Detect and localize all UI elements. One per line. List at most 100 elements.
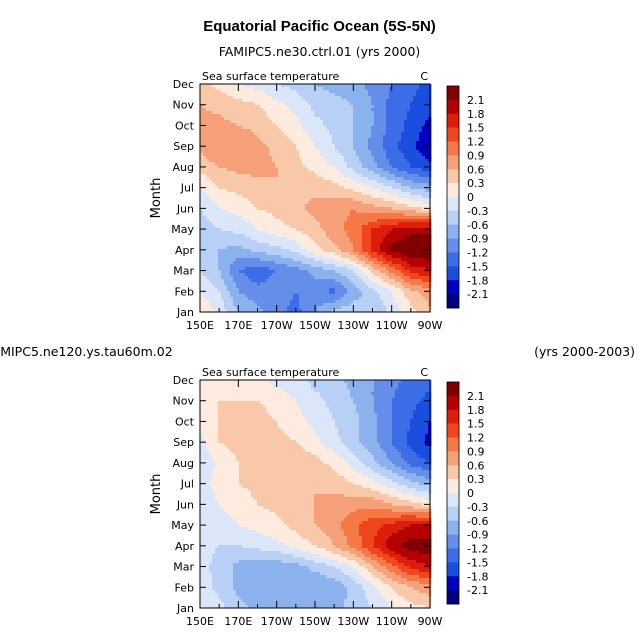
y-tick-label: Jul bbox=[180, 182, 194, 195]
y-tick-label: Aug bbox=[173, 457, 194, 470]
panel-label: Sea surface temperature bbox=[202, 70, 340, 83]
colorbar-swatch bbox=[447, 534, 459, 549]
colorbar-label: -1.2 bbox=[467, 247, 488, 260]
colorbar-label: -2.1 bbox=[467, 288, 488, 301]
sst-panel-2: Sea surface temperature C Jan Feb Mar Apr May J… bbox=[149, 366, 488, 628]
y-tick-label: Mar bbox=[173, 265, 194, 278]
y-tick-label: Jan bbox=[176, 602, 194, 615]
y-tick-label: Mar bbox=[173, 561, 194, 574]
colorbar-swatch bbox=[447, 280, 459, 295]
bottom-panel-case-name: \MIPC5.ne120.ys.tau60m.02 bbox=[0, 344, 173, 359]
y-tick-label: May bbox=[171, 519, 194, 532]
y-tick-label: Sep bbox=[173, 436, 194, 449]
colorbar-label: 0 bbox=[467, 191, 474, 204]
colorbar-label: 1.5 bbox=[467, 122, 485, 135]
colorbar-label: 1.5 bbox=[467, 418, 485, 431]
y-tick-label: Sep bbox=[173, 140, 194, 153]
colorbar-swatch bbox=[447, 576, 459, 591]
y-tick-label: Feb bbox=[175, 581, 194, 594]
x-tick-label: 150W bbox=[299, 615, 331, 628]
colorbar-label: -2.1 bbox=[467, 584, 488, 597]
colorbar-label: -0.9 bbox=[467, 233, 488, 246]
colorbar-label: -0.3 bbox=[467, 205, 488, 218]
x-tick-label: 150E bbox=[186, 319, 214, 332]
x-tick-label: 90W bbox=[418, 319, 443, 332]
x-tick-label: 150E bbox=[186, 615, 214, 628]
colorbar-swatch bbox=[447, 266, 459, 281]
colorbar-label: -0.6 bbox=[467, 219, 488, 232]
colorbar-swatch bbox=[447, 127, 459, 142]
x-tick-label: 110W bbox=[376, 319, 408, 332]
colorbar-label: -0.3 bbox=[467, 501, 488, 514]
y-tick-label: Apr bbox=[175, 244, 195, 257]
y-tick-label: Jun bbox=[176, 202, 194, 215]
y-tick-label: Apr bbox=[175, 540, 195, 553]
colorbar-swatch bbox=[447, 224, 459, 239]
x-tick-label: 170W bbox=[261, 615, 293, 628]
colorbar-label: -1.5 bbox=[467, 556, 488, 569]
sst-field bbox=[200, 84, 432, 313]
colorbar-frame bbox=[446, 85, 460, 309]
units-label: C bbox=[420, 70, 428, 83]
colorbar-swatch bbox=[447, 409, 459, 424]
colorbar-swatch bbox=[447, 141, 459, 156]
colorbar-swatch bbox=[447, 86, 459, 101]
colorbar-label: 0.6 bbox=[467, 459, 485, 472]
colorbar-swatch bbox=[447, 382, 459, 397]
y-tick-label: Dec bbox=[173, 78, 194, 91]
colorbar-label: 0.3 bbox=[467, 177, 485, 190]
sst-panel-1: Sea surface temperature C Jan Feb Mar Apr May J… bbox=[149, 70, 488, 332]
y-tick-label: Feb bbox=[175, 285, 194, 298]
colorbar-swatch bbox=[447, 113, 459, 128]
colorbar-swatch bbox=[447, 493, 459, 508]
colorbar-swatch bbox=[447, 294, 459, 309]
colorbar-label: -1.8 bbox=[467, 570, 488, 583]
y-tick-label: Jan bbox=[176, 306, 194, 319]
x-tick-label: 170E bbox=[224, 319, 252, 332]
colorbar-label: -1.8 bbox=[467, 274, 488, 287]
colorbar-swatch bbox=[447, 506, 459, 522]
colorbar-label: 1.8 bbox=[467, 404, 485, 417]
colorbar-label: -1.2 bbox=[467, 543, 488, 556]
colorbar-swatch bbox=[447, 99, 459, 115]
colorbar-swatch bbox=[447, 562, 459, 577]
y-tick-label: Nov bbox=[173, 395, 195, 408]
colorbar: 2.11.81.51.20.90.60.30-0.3-0.6-0.9-1.2-1… bbox=[446, 85, 488, 309]
y-tick-label: Oct bbox=[175, 119, 195, 132]
y-tick-label: Jun bbox=[176, 498, 194, 511]
colorbar-swatch bbox=[447, 395, 459, 411]
colorbar-label: 1.2 bbox=[467, 432, 485, 445]
colorbar-swatch bbox=[447, 520, 459, 535]
colorbar-swatch bbox=[447, 210, 459, 226]
colorbar-swatch bbox=[447, 252, 459, 267]
y-axis-label: Month bbox=[149, 178, 164, 219]
colorbar-swatch bbox=[447, 548, 459, 563]
colorbar-label: 0.6 bbox=[467, 163, 485, 176]
y-tick-label: Nov bbox=[173, 99, 195, 112]
colorbar-swatch bbox=[447, 155, 459, 170]
sst-field bbox=[200, 380, 432, 609]
colorbar-swatch bbox=[447, 183, 459, 198]
colorbar-label: 0.9 bbox=[467, 149, 485, 162]
colorbar-swatch bbox=[447, 169, 459, 184]
y-tick-label: Dec bbox=[173, 374, 194, 387]
colorbar-label: -1.5 bbox=[467, 260, 488, 273]
y-tick-label: Jul bbox=[180, 478, 194, 491]
x-tick-label: 130W bbox=[337, 319, 369, 332]
x-tick-label: 170E bbox=[224, 615, 252, 628]
panel-label: Sea surface temperature bbox=[202, 366, 340, 379]
x-tick-label: 110W bbox=[376, 615, 408, 628]
colorbar-label: 0.3 bbox=[467, 473, 485, 486]
colorbar-label: 0.9 bbox=[467, 445, 485, 458]
colorbar-label: 1.8 bbox=[467, 108, 485, 121]
units-label: C bbox=[420, 366, 428, 379]
colorbar-swatch bbox=[447, 590, 459, 605]
x-tick-label: 130W bbox=[337, 615, 369, 628]
colorbar-label: -0.9 bbox=[467, 529, 488, 542]
colorbar-swatch bbox=[447, 437, 459, 452]
colorbar-label: -0.6 bbox=[467, 515, 488, 528]
top-panel-subtitle: FAMIPC5.ne30.ctrl.01 (yrs 2000) bbox=[218, 44, 421, 59]
figure-title: Equatorial Pacific Ocean (5S-5N) bbox=[203, 18, 436, 35]
y-tick-label: Oct bbox=[175, 415, 195, 428]
